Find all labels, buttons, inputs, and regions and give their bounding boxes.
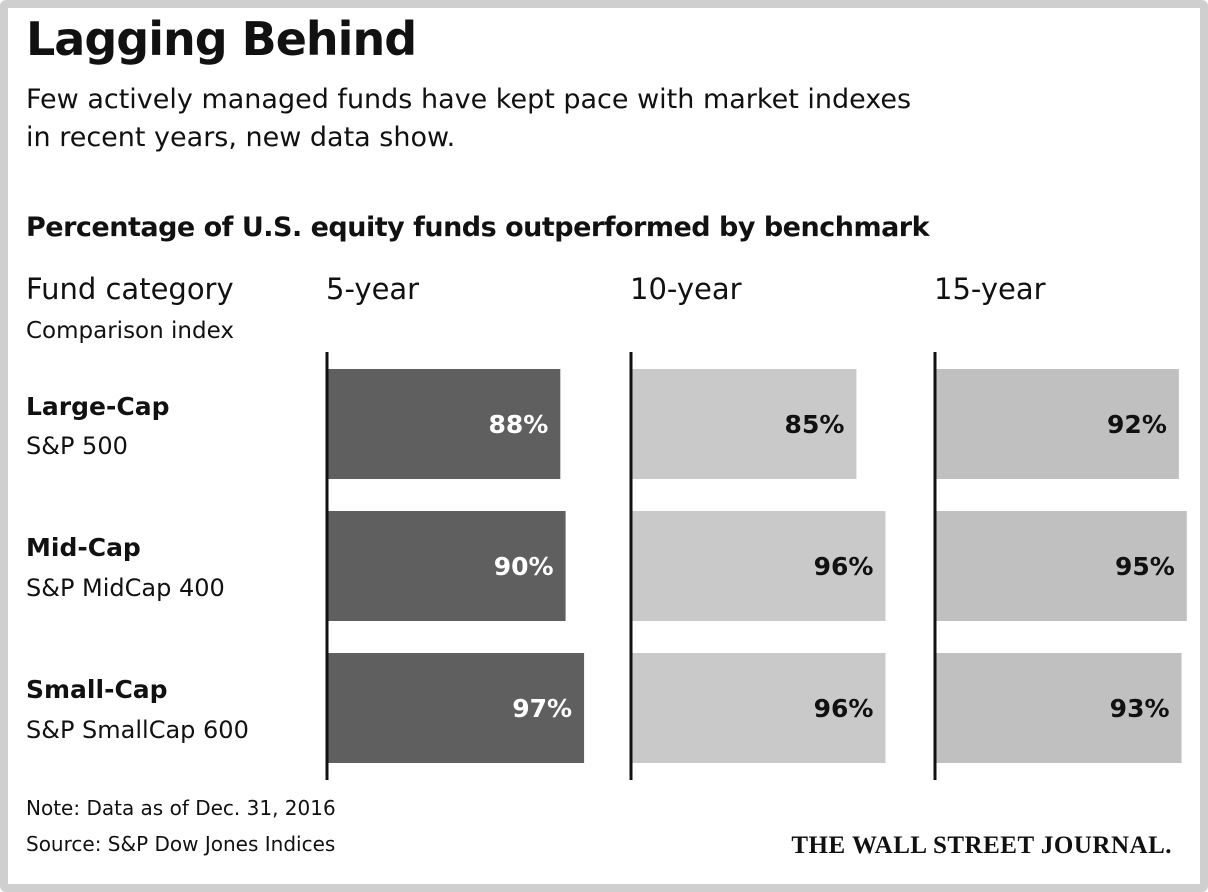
bar-15-year-Large-Cap [936, 369, 1179, 479]
data-label: 88% [488, 410, 548, 439]
bar-5-year-Mid-Cap [328, 511, 566, 621]
row-subheader: Comparison index [26, 318, 234, 344]
data-label: 96% [814, 694, 874, 723]
chart-title: Lagging Behind [26, 12, 417, 66]
chart-heading: Percentage of U.S. equity funds outperfo… [26, 212, 930, 243]
panel-header-15-year: 15-year [934, 272, 1046, 306]
bar-5-year-Small-Cap [328, 653, 585, 763]
wsj-logo: THE WALL STREET JOURNAL. [791, 832, 1172, 859]
category-label: Mid-Cap [26, 533, 141, 562]
data-label: 97% [512, 694, 572, 723]
row-header: Fund category [26, 272, 234, 306]
data-label: 93% [1110, 694, 1170, 723]
category-label: Small-Cap [26, 675, 168, 704]
bar-10-year-Large-Cap [632, 369, 857, 479]
data-label: 95% [1115, 552, 1175, 581]
index-label: S&P MidCap 400 [26, 574, 225, 602]
index-label: S&P 500 [26, 432, 128, 460]
category-label: Large-Cap [26, 392, 170, 421]
bar-15-year-Small-Cap [936, 653, 1182, 763]
data-label: 85% [785, 410, 845, 439]
source: Source: S&P Dow Jones Indices [26, 832, 336, 856]
subtitle-line-2: in recent years, new data show. [26, 122, 456, 153]
data-label: 90% [494, 552, 554, 581]
subtitle-line-1: Few actively managed funds have kept pac… [26, 84, 912, 115]
data-label: 92% [1107, 410, 1167, 439]
index-label: S&P SmallCap 600 [26, 716, 249, 744]
bar-5-year-Large-Cap [328, 369, 561, 479]
panel-header-5-year: 5-year [326, 272, 420, 306]
panel-header-10-year: 10-year [630, 272, 742, 306]
note: Note: Data as of Dec. 31, 2016 [26, 796, 336, 820]
bar-10-year-Mid-Cap [632, 511, 886, 621]
bar-10-year-Small-Cap [632, 653, 886, 763]
data-label: 96% [814, 552, 874, 581]
bar-15-year-Mid-Cap [936, 511, 1187, 621]
